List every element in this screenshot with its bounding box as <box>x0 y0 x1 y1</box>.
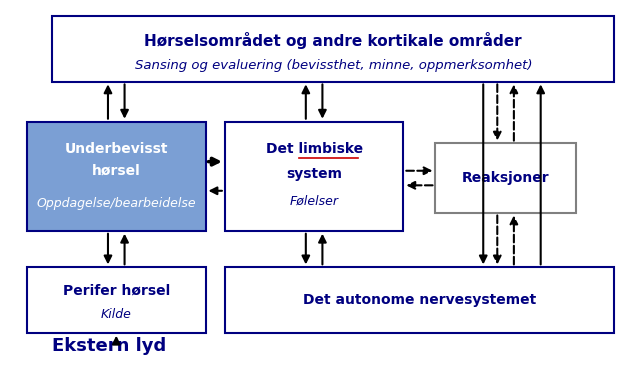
FancyBboxPatch shape <box>225 267 614 333</box>
Text: system: system <box>286 167 342 181</box>
Text: Det autonome nervesystemet: Det autonome nervesystemet <box>303 293 536 307</box>
Text: hørsel: hørsel <box>92 164 140 178</box>
FancyBboxPatch shape <box>53 16 614 81</box>
FancyBboxPatch shape <box>435 143 576 212</box>
Text: Følelser: Følelser <box>290 195 338 208</box>
Text: Underbevisst: Underbevisst <box>65 142 168 156</box>
Text: Reaksjoner: Reaksjoner <box>462 171 549 185</box>
Text: Oppdagelse/bearbeidelse: Oppdagelse/bearbeidelse <box>37 197 196 210</box>
FancyBboxPatch shape <box>27 267 206 333</box>
Text: Kilde: Kilde <box>101 308 131 321</box>
Text: Det limbiske: Det limbiske <box>265 142 363 156</box>
Text: Ekstern lyd: Ekstern lyd <box>53 337 167 355</box>
Text: Sansing og evaluering (bevissthet, minne, oppmerksomhet): Sansing og evaluering (bevissthet, minne… <box>135 59 532 72</box>
FancyBboxPatch shape <box>225 121 403 231</box>
Text: Hørselsområdet og andre kortikale områder: Hørselsområdet og andre kortikale område… <box>144 32 522 50</box>
FancyBboxPatch shape <box>27 121 206 231</box>
Text: Perifer hørsel: Perifer hørsel <box>63 283 170 297</box>
